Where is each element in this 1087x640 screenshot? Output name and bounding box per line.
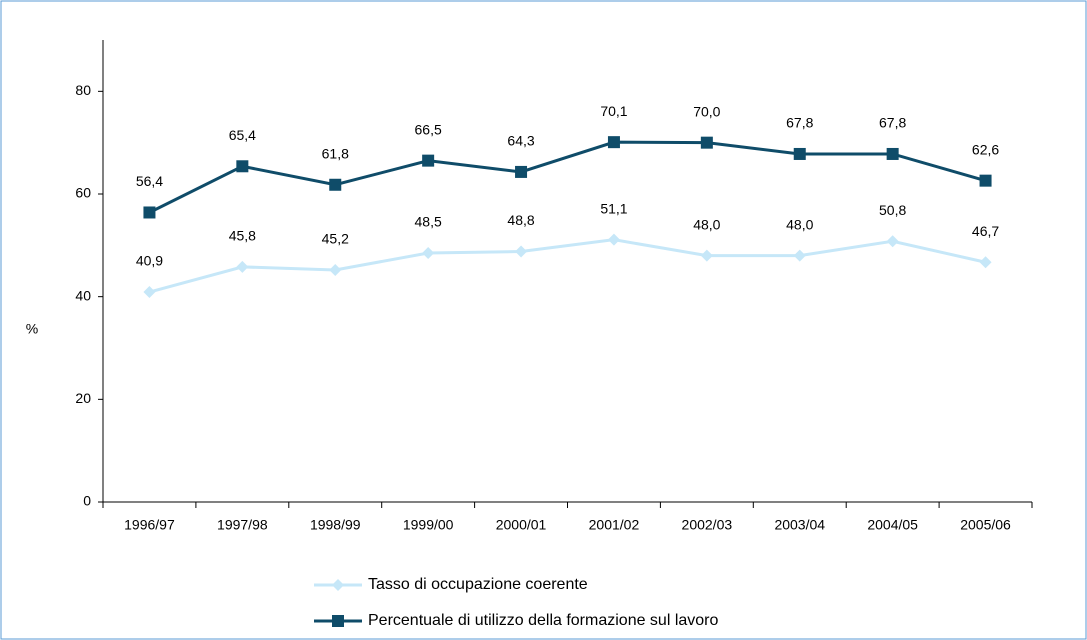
data-label: 62,6 (972, 141, 999, 157)
data-point (143, 286, 156, 299)
data-label: 45,8 (229, 228, 256, 244)
legend-label: Tasso di occupazione coerente (368, 576, 588, 593)
data-point (236, 160, 249, 173)
data-label: 46,7 (972, 223, 999, 239)
data-label: 48,5 (415, 214, 442, 230)
data-point (607, 136, 620, 149)
x-tick-label: 2001/02 (589, 517, 640, 533)
data-point (793, 249, 806, 262)
data-point (700, 136, 713, 149)
data-label: 51,1 (600, 200, 627, 216)
x-tick-label: 1999/00 (403, 517, 454, 533)
x-tick-label: 1998/99 (310, 517, 361, 533)
x-tick-label: 2005/06 (960, 517, 1011, 533)
series-line (148, 140, 986, 214)
data-point (422, 154, 435, 167)
data-point (979, 256, 992, 269)
data-label: 64,3 (507, 133, 534, 149)
legend-label: Percentuale di utilizzo della formazione… (368, 612, 719, 629)
legend-marker (332, 579, 344, 591)
data-point (515, 165, 528, 178)
y-tick-label: 80 (75, 82, 91, 98)
x-tick-label: 2002/03 (682, 517, 733, 533)
data-point (979, 174, 992, 187)
data-label: 50,8 (879, 202, 906, 218)
data-point (329, 178, 342, 191)
data-point (329, 263, 342, 276)
y-tick-label: 40 (75, 287, 91, 303)
data-label: 67,8 (879, 115, 906, 131)
data-point (607, 233, 620, 246)
y-axis-label: % (26, 321, 38, 337)
data-point (886, 235, 899, 248)
data-label: 70,1 (600, 103, 627, 119)
x-tick-label: 2003/04 (774, 517, 825, 533)
data-point (515, 245, 528, 258)
data-label: 61,8 (322, 145, 349, 161)
x-tick-label: 2000/01 (496, 517, 547, 533)
data-label: 56,4 (136, 173, 163, 189)
series-line (149, 238, 986, 294)
data-point (236, 260, 249, 273)
data-label: 65,4 (229, 127, 256, 143)
data-label: 48,8 (507, 212, 534, 228)
legend-marker (332, 615, 344, 627)
x-tick-label: 1997/98 (217, 517, 268, 533)
y-tick-label: 0 (83, 493, 91, 509)
data-point (143, 206, 156, 219)
data-label: 45,2 (322, 231, 349, 247)
x-tick-label: 1996/97 (124, 517, 175, 533)
data-point (700, 249, 713, 262)
data-label: 40,9 (136, 253, 163, 269)
data-label: 70,0 (693, 103, 720, 119)
data-label: 67,8 (786, 115, 813, 131)
data-point (793, 147, 806, 160)
data-point (886, 147, 899, 160)
data-label: 66,5 (415, 121, 442, 137)
data-label: 48,0 (693, 216, 720, 232)
y-tick-label: 20 (75, 390, 91, 406)
data-label: 48,0 (786, 216, 813, 232)
data-point (422, 247, 435, 260)
x-tick-label: 2004/05 (867, 517, 918, 533)
y-tick-label: 60 (75, 185, 91, 201)
